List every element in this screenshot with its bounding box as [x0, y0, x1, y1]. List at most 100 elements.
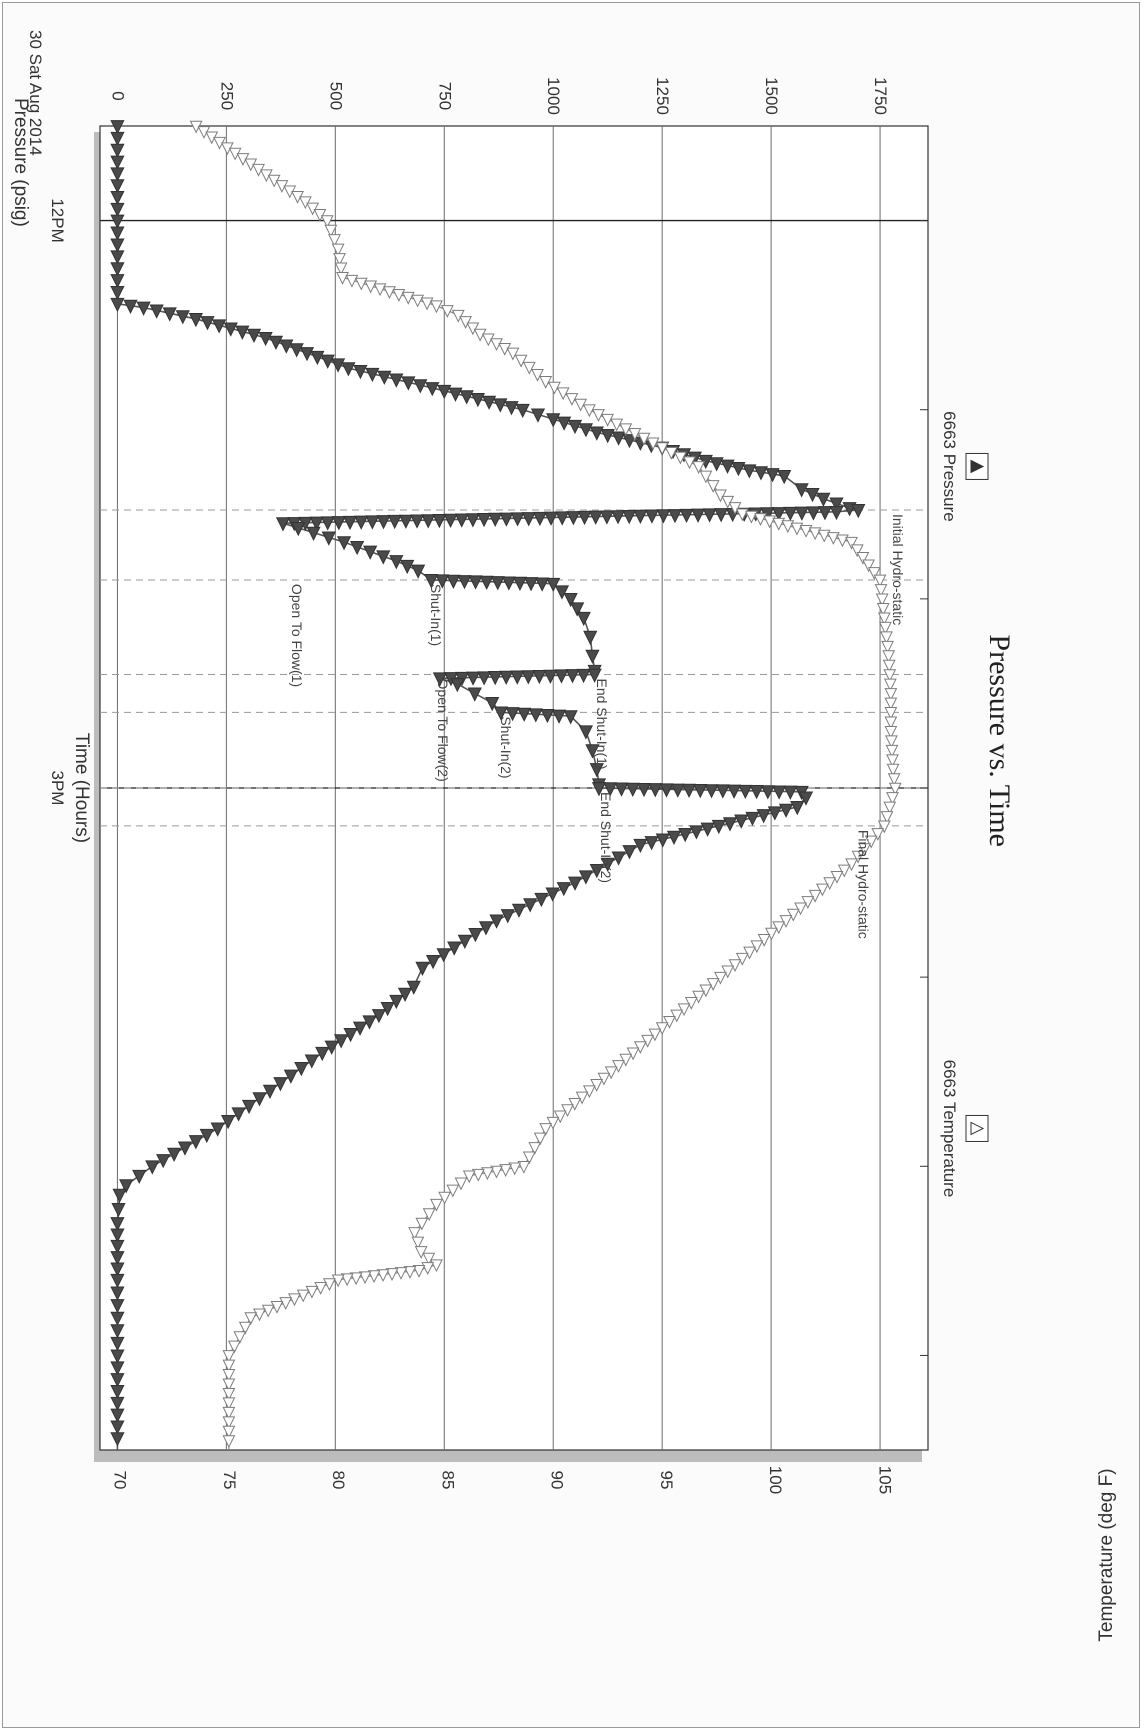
pressure-point [709, 457, 724, 472]
pressure-point [778, 803, 794, 818]
pressure-point [567, 419, 583, 435]
pressure-point [110, 1273, 125, 1289]
temperature-point [619, 1053, 633, 1067]
pressure-point [557, 416, 572, 431]
pressure-point [145, 1160, 160, 1175]
event-annotations: Initial Hydro-static Open To Flow(1) Shut-… [289, 514, 906, 939]
temperature-tick-label-85: 85 [438, 1471, 457, 1490]
pressure-point [704, 784, 719, 799]
pressure-point [289, 343, 304, 358]
temperature-point [298, 196, 312, 210]
temperature-point [531, 368, 544, 382]
pressure-point [599, 510, 614, 525]
pressure-point [644, 836, 659, 851]
pressure-point [465, 671, 481, 686]
pressure-point [398, 514, 413, 529]
pressure-point [659, 783, 674, 798]
temperature-point [619, 423, 633, 437]
event-label-5: Shut-In(2) [498, 716, 514, 778]
pressure-point [711, 819, 726, 835]
temperature-point [334, 262, 348, 276]
pressure-point [446, 574, 461, 589]
temperature-point [222, 1397, 236, 1411]
pressure-point [321, 531, 336, 546]
temperature-point [888, 782, 902, 796]
series-pressure [110, 120, 866, 1450]
pressure-point [493, 398, 508, 413]
pressure-point [470, 393, 486, 408]
temperature-point [349, 1272, 363, 1286]
temperature-point [508, 1162, 522, 1176]
pressure-point [454, 513, 469, 528]
pressure-point [447, 941, 462, 956]
pressure-point [223, 322, 238, 337]
pressure-point [268, 335, 284, 350]
temperature-point [590, 1079, 604, 1092]
temperature-point [772, 517, 786, 531]
temperature-point [539, 1123, 553, 1136]
pressure-point [587, 668, 602, 683]
temperature-point [582, 1085, 596, 1099]
temperature-point [440, 305, 454, 318]
pressure-point [501, 576, 516, 591]
pressure-point [212, 319, 227, 334]
pressure-point [110, 143, 125, 158]
pressure-point [457, 575, 472, 590]
temperature-point [345, 274, 359, 288]
pressure-point [110, 167, 125, 182]
series-temperature [189, 120, 902, 1450]
temperature-point [714, 971, 727, 985]
temperature-point [340, 1273, 354, 1287]
temperature-point [422, 1252, 436, 1266]
temperature-point [817, 529, 831, 543]
pressure-point [578, 423, 594, 438]
temperature-point [533, 1132, 547, 1146]
pressure-point [450, 678, 465, 693]
pressure-point [543, 669, 558, 684]
pressure-point [500, 909, 515, 924]
pressure-point [110, 226, 125, 241]
pressure-point [648, 783, 663, 798]
temperature-point [422, 1208, 436, 1222]
pressure-point [110, 179, 125, 194]
pressure-point [331, 516, 346, 531]
temperature-point [735, 508, 749, 522]
temperature-point [392, 289, 406, 302]
pressure-point [734, 814, 749, 829]
temperature-point [314, 1282, 328, 1295]
pressure-point [689, 825, 704, 840]
pressure-point [413, 379, 428, 394]
pressure-point [342, 515, 358, 531]
pressure-point [532, 511, 547, 527]
pressure-point [166, 1147, 182, 1162]
pressure-point [110, 1251, 125, 1266]
pressure-point [299, 347, 315, 362]
temperature-point [646, 437, 660, 451]
temperature-point [874, 584, 888, 597]
temperature-point [878, 621, 892, 635]
pressure-point [771, 507, 786, 522]
pressure-point [783, 785, 798, 800]
pressure-point [252, 1092, 267, 1107]
pressure-point [767, 806, 782, 821]
pressure-point [241, 1099, 257, 1115]
pressure-point [611, 851, 626, 866]
pressure-point [309, 516, 324, 531]
pressure-point [554, 585, 570, 600]
pressure-point [589, 763, 604, 778]
pressure-point [600, 857, 615, 872]
pressure-point [511, 903, 527, 918]
pressure-point [588, 510, 603, 525]
pressure-point [745, 811, 760, 827]
temperature-point [354, 277, 368, 291]
pressure-point [790, 801, 805, 816]
pressure-point [720, 459, 735, 474]
pressure-point [200, 316, 215, 331]
temperature-point [222, 1387, 236, 1401]
temperature-point [830, 870, 844, 884]
pressure-point [798, 791, 814, 806]
pressure-point [794, 483, 809, 498]
temperature-point [403, 1266, 417, 1279]
pressure-point [633, 838, 648, 854]
temperature-point [864, 835, 878, 849]
